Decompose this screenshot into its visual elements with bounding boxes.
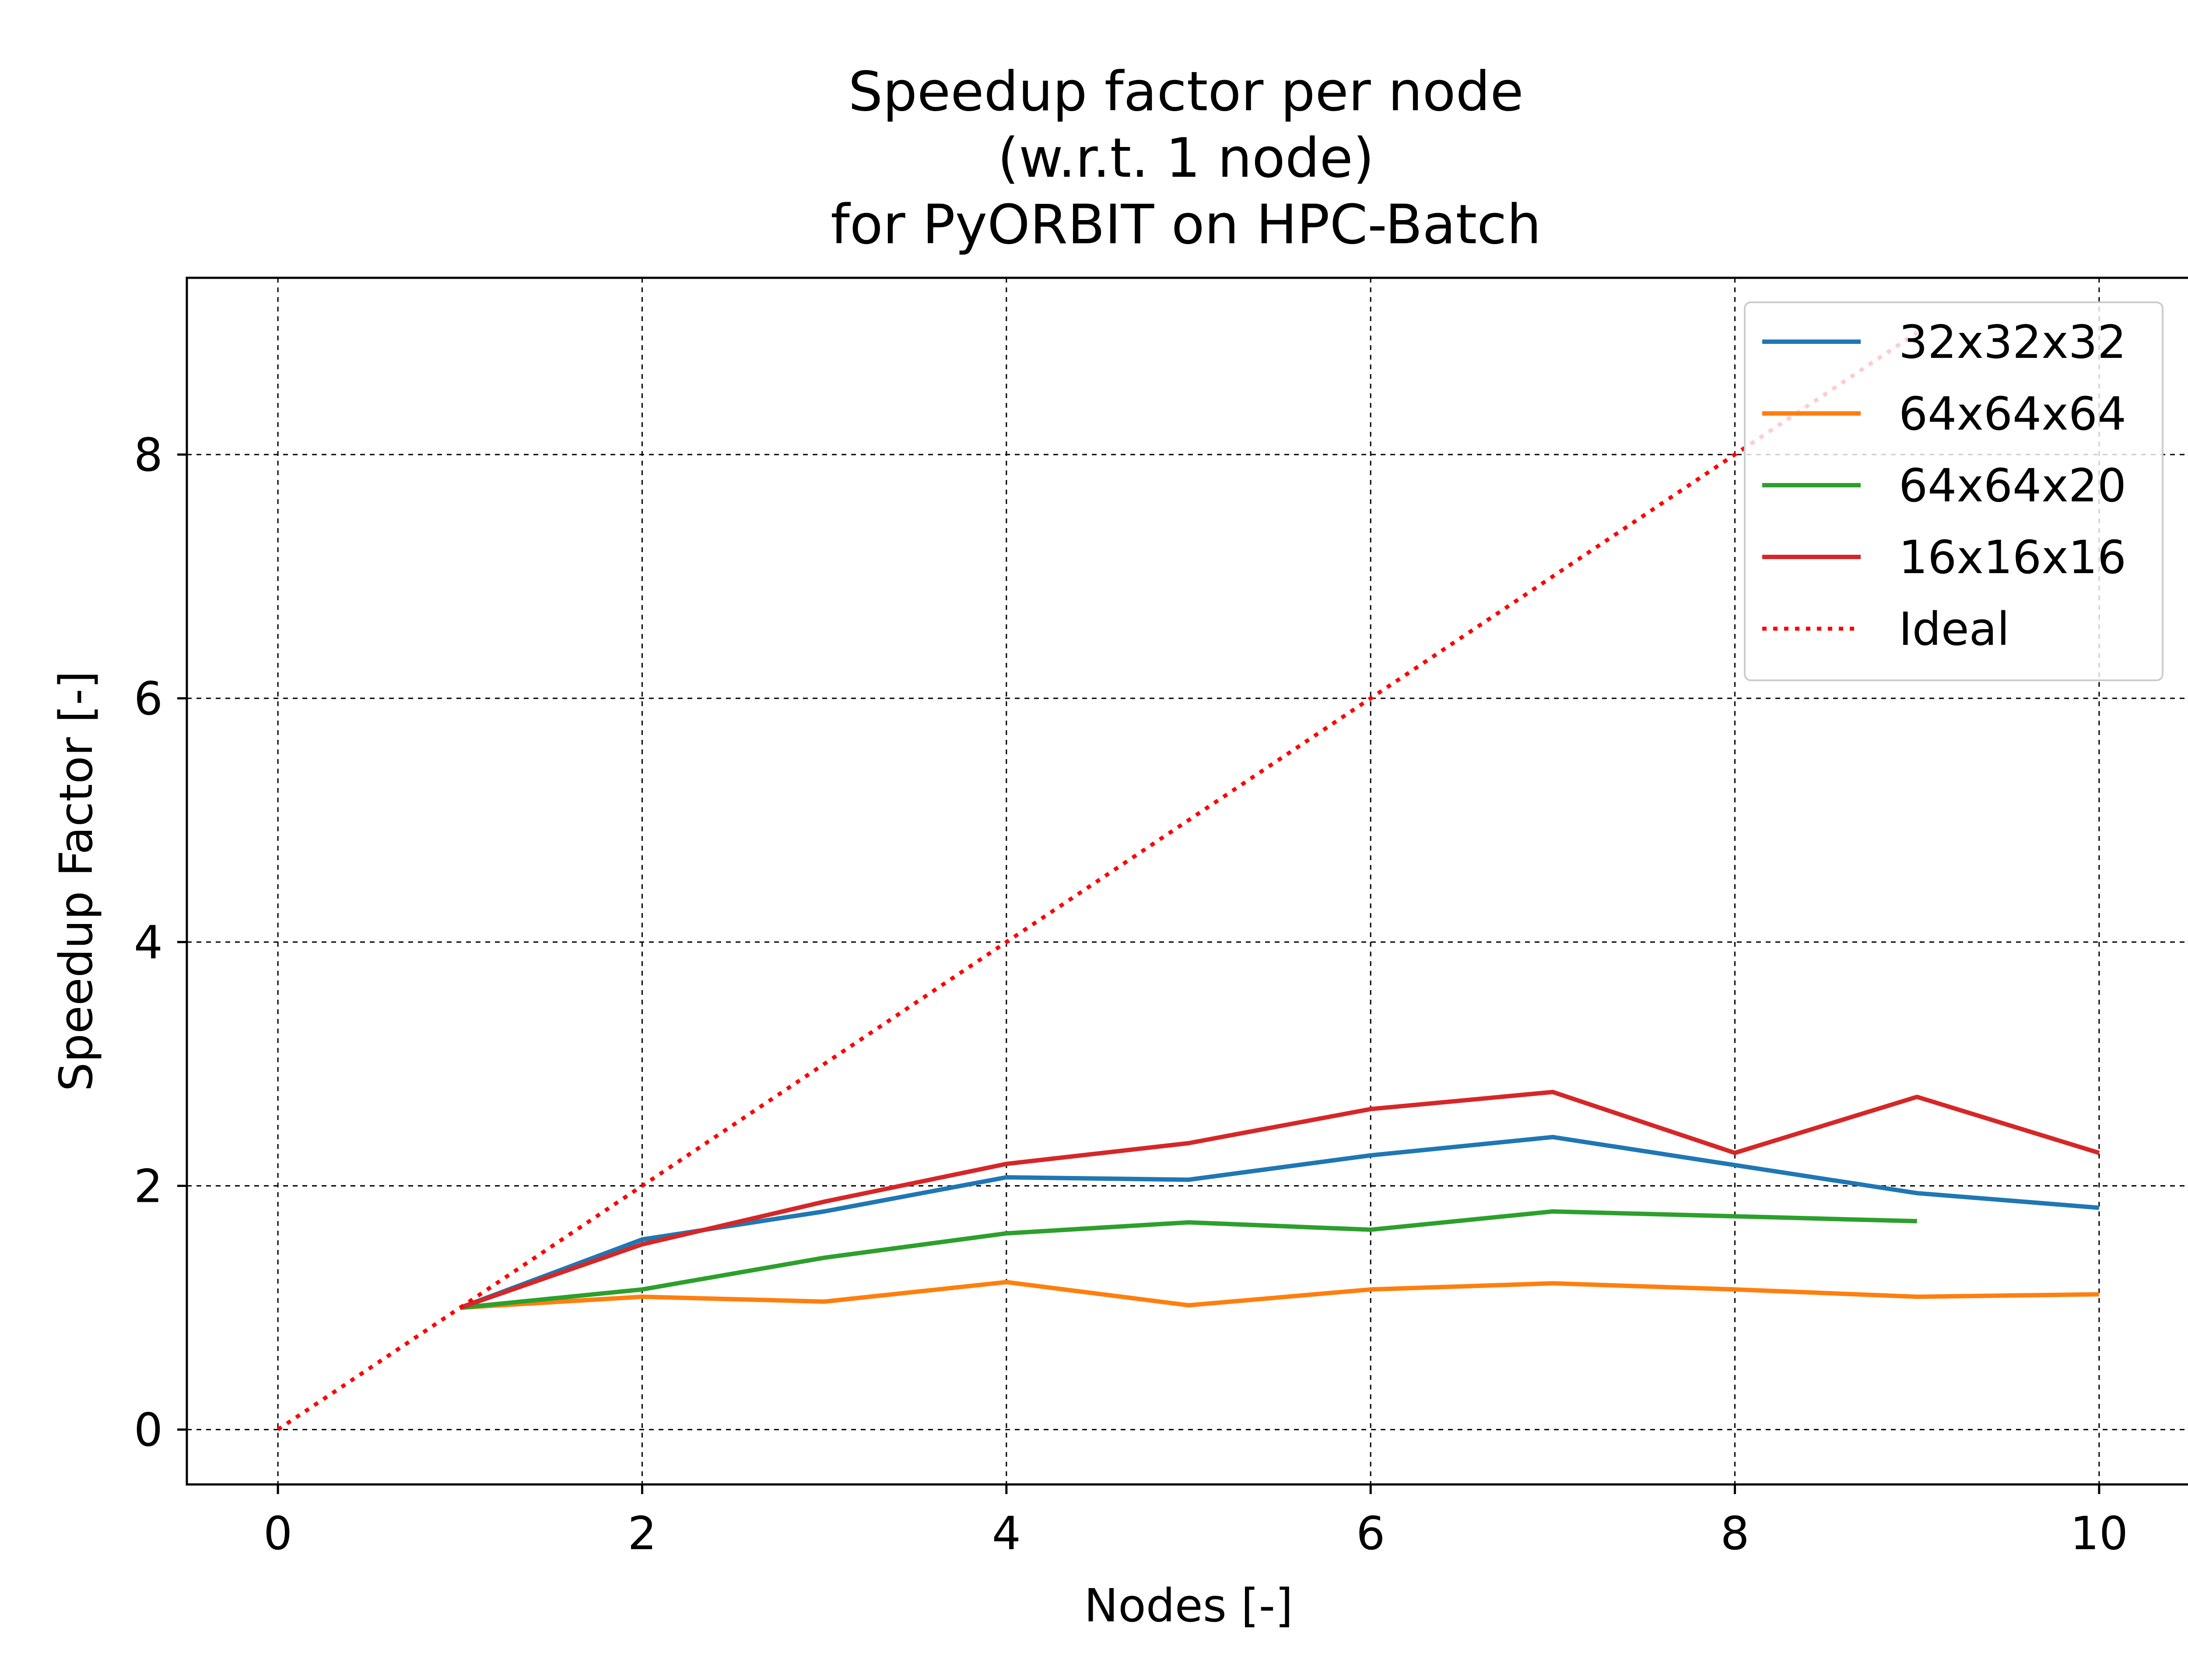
series-line-ideal	[277, 331, 1918, 1432]
legend-label-64x64x64: 64x64x64	[1899, 387, 2126, 441]
series-line-64x64x64	[459, 1280, 2099, 1310]
legend-label-ideal: Ideal	[1899, 602, 2009, 656]
series-line-16x16x16	[459, 1090, 2100, 1310]
y-tick-label: 2	[134, 1159, 163, 1213]
chart-title-line-1: Speedup factor per node	[849, 60, 1524, 123]
data-series	[277, 331, 2100, 1432]
legend-label-32x32x32: 32x32x32	[1899, 315, 2126, 369]
x-tick-label: 8	[1720, 1507, 1749, 1560]
x-tick-label: 10	[2070, 1507, 2128, 1560]
x-tick-label: 4	[992, 1507, 1021, 1560]
series-line-64x64x20	[459, 1209, 1917, 1310]
x-tick-label: 0	[263, 1507, 292, 1560]
y-tick-label: 6	[134, 672, 163, 725]
x-axis-label: Nodes [-]	[1084, 1579, 1293, 1632]
x-tick-label: 2	[628, 1507, 656, 1560]
legend: 32x32x32 64x64x64 64x64x20 16x16x16 Ideal	[1744, 301, 2163, 681]
legend-label-16x16x16: 16x16x16	[1899, 531, 2126, 584]
legend-label-64x64x20: 64x64x20	[1899, 459, 2126, 512]
chart-title: Speedup factor per node (w.r.t. 1 node) …	[831, 60, 1541, 256]
chart-title-line-2: (w.r.t. 1 node)	[998, 127, 1374, 190]
legend-box	[1744, 301, 2163, 681]
y-axis-label: Speedup Factor [-]	[49, 671, 103, 1091]
chart-title-line-3: for PyORBIT on HPC-Batch	[831, 193, 1541, 256]
y-tick-label: 0	[134, 1404, 163, 1457]
y-tick-label: 4	[134, 916, 163, 969]
axis-ticks: 0 2 4 6 8 10 0 2 4 6 8	[134, 428, 2128, 1560]
series-line-32x32x32	[459, 1135, 2100, 1310]
x-tick-label: 6	[1356, 1507, 1385, 1560]
plot-frame	[186, 276, 2188, 1486]
y-tick-label: 8	[134, 428, 163, 482]
